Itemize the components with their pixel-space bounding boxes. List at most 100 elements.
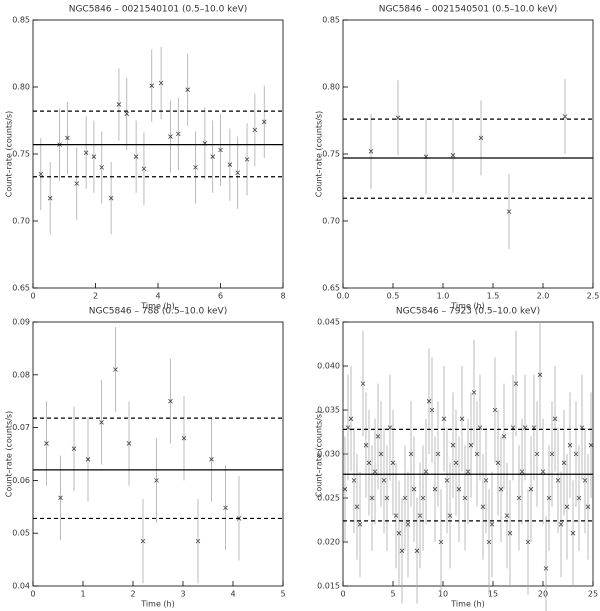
x-tick-label: 0: [30, 292, 35, 301]
data-point: [582, 478, 588, 483]
data-point: [181, 435, 187, 441]
y-tick-label: 0.025: [317, 494, 340, 503]
y-axis-label: Count–rate (counts/s): [315, 411, 324, 497]
chart-title: NGC5846 – 788 (0.5–10.0 keV): [89, 307, 227, 317]
data-point: [402, 495, 408, 501]
y-tick-label: 0.85: [12, 16, 30, 25]
data-point: [474, 451, 480, 457]
plot-frame: [342, 19, 594, 289]
data-point: [555, 478, 561, 483]
data-point: [363, 442, 369, 448]
data-point: [235, 170, 240, 176]
y-tick-label: 0.09: [12, 318, 30, 327]
data-point: [489, 522, 495, 527]
data-point: [195, 538, 201, 544]
data-point: [85, 456, 91, 462]
data-point: [567, 442, 573, 448]
x-tick-label: 4: [230, 590, 235, 599]
y-tick-label: 0.030: [317, 450, 340, 459]
x-tick-label: 6: [218, 292, 223, 301]
chart-title: NGC5846 – 0021540501 (0.5–10.0 keV): [379, 5, 558, 15]
data-point: [543, 566, 549, 571]
data-point: [417, 513, 423, 518]
data-point: [74, 181, 80, 186]
data-point: [348, 416, 354, 422]
x-tick-label: 5: [280, 590, 285, 599]
y-axis-label: Count–rate (counts/s): [315, 111, 324, 197]
data-point: [478, 135, 484, 141]
x-tick-label: 10: [438, 590, 448, 599]
data-point: [506, 209, 512, 214]
data-point: [99, 420, 104, 425]
data-point: [438, 539, 444, 545]
data-point: [444, 478, 450, 483]
data-point: [420, 495, 426, 501]
data-point: [471, 390, 477, 395]
data-point: [83, 150, 89, 155]
data-point: [381, 478, 387, 483]
x-tick-label: 0.0: [337, 292, 350, 301]
data-point: [558, 522, 564, 527]
y-tick-label: 0.07: [12, 423, 30, 432]
y-tick-label: 0.040: [317, 362, 340, 371]
data-point: [399, 548, 405, 554]
y-tick-label: 0.65: [322, 284, 340, 293]
data-point: [168, 134, 173, 139]
y-tick-label: 0.70: [322, 217, 340, 226]
data-point: [252, 127, 258, 133]
data-point: [375, 434, 381, 439]
data-point: [366, 460, 372, 466]
data-point: [185, 87, 190, 92]
data-point: [588, 442, 594, 448]
x-tick-label: 20: [538, 590, 548, 599]
y-tick-label: 0.75: [12, 150, 30, 159]
x-tick-label: 2: [130, 590, 135, 599]
x-tick-label: 5: [390, 590, 395, 599]
data-point: [525, 539, 531, 545]
data-point: [176, 131, 181, 137]
y-tick-label: 0.08: [12, 370, 30, 379]
plot-frame: [32, 321, 284, 587]
data-point: [498, 486, 504, 492]
data-point: [459, 416, 465, 422]
data-point: [369, 495, 375, 501]
data-point: [154, 478, 159, 483]
data-point: [408, 451, 414, 457]
data-point: [378, 451, 384, 457]
data-point: [492, 407, 498, 413]
x-tick-label: 0: [340, 590, 345, 599]
data-point: [546, 495, 552, 501]
y-tick-label: 0.04: [12, 582, 30, 591]
x-tick-label: 8: [280, 292, 285, 301]
data-point: [414, 548, 420, 554]
data-point: [368, 149, 374, 154]
data-point: [423, 469, 429, 474]
x-axis-label: Time (h): [140, 600, 174, 609]
data-point: [342, 486, 348, 492]
data-point: [507, 530, 513, 536]
x-axis-label: Time (h): [450, 302, 484, 311]
data-point: [384, 495, 390, 501]
data-point: [411, 486, 417, 492]
plot-frame: [32, 19, 284, 289]
x-tick-label: 15: [488, 590, 498, 599]
data-point: [65, 135, 70, 141]
data-point: [462, 495, 468, 501]
data-point: [465, 469, 471, 474]
data-point: [113, 367, 118, 372]
data-point: [562, 114, 568, 119]
data-point: [441, 416, 447, 422]
data-point: [456, 486, 462, 492]
x-tick-label: 0.5: [387, 292, 400, 301]
data-point: [480, 504, 486, 510]
data-point: [354, 504, 360, 510]
data-point: [372, 469, 378, 474]
y-axis-label: Count–rate (counts/s): [5, 111, 14, 197]
data-point: [158, 80, 164, 86]
data-point: [501, 434, 507, 439]
y-tick-label: 0.05: [12, 529, 30, 538]
data-point: [99, 165, 105, 170]
y-tick-label: 0.75: [322, 150, 340, 159]
y-tick-label: 0.85: [322, 16, 340, 25]
